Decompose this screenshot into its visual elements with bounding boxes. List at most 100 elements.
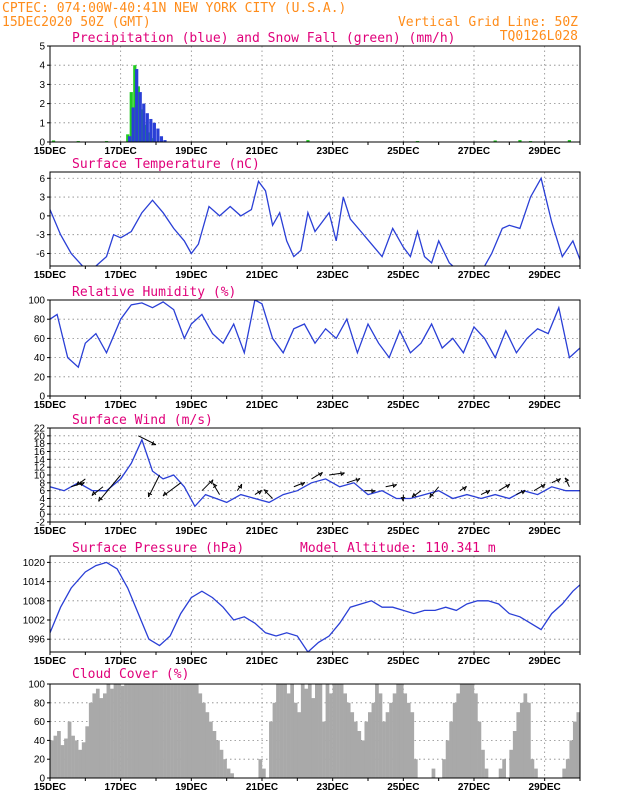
cloud-cover-bar (371, 702, 376, 778)
cloud-cover-bar (307, 684, 312, 778)
wind-ytick-label: 4 (39, 494, 45, 505)
temperature-xtick-label: 15DEC (34, 270, 66, 281)
wind-vector (346, 477, 361, 484)
header-model-code: TQ0126L028 (500, 29, 578, 44)
wind-vector (311, 471, 323, 480)
cloud-cover-bar (498, 768, 503, 778)
cloud-cover-bar (230, 773, 234, 778)
cloud-cover-bar (120, 685, 125, 778)
cloud-cover-bar (339, 684, 344, 778)
wind-vector-head (371, 488, 376, 494)
cloud-cover-bar (166, 684, 171, 778)
cloud-xtick-label: 15DEC (34, 782, 66, 793)
pressure-ytick-label: 1014 (23, 577, 46, 588)
cloud-cover-bar (562, 768, 567, 778)
cloud-cover-bar (368, 712, 372, 778)
wind-line (50, 438, 580, 508)
cloud-cover-bar (201, 702, 206, 778)
wind-ytick-label: 20 (34, 431, 46, 442)
cloud-cover-bar (113, 684, 118, 778)
cloud-cover-bar (187, 684, 192, 778)
wind-vector-head (556, 478, 561, 483)
humidity-xtick-label: 15DEC (34, 400, 66, 411)
precip-xtick-label: 19DEC (175, 146, 207, 157)
humidity-xtick-label: 17DEC (105, 400, 137, 411)
humidity-title: Relative Humidity (%) (72, 285, 236, 300)
pressure-ytick-label: 1020 (23, 558, 46, 569)
wind-vector (201, 479, 214, 492)
cloud-cover-bar (449, 721, 453, 778)
wind-vector (564, 477, 570, 487)
cloud-cover-bar (152, 684, 157, 778)
cloud-cover-bar (481, 749, 485, 778)
wind-vector (212, 483, 221, 495)
cloud-cover-bar (293, 702, 298, 778)
cloud-cover-bar (304, 688, 309, 778)
cloud-cover-bar (223, 759, 227, 778)
cloud-ytick-label: 80 (34, 698, 46, 709)
humidity-xtick-label: 27DEC (458, 400, 490, 411)
wind-vector (480, 489, 491, 496)
precip-xtick-label: 25DEC (387, 146, 419, 157)
cloud-cover-bar (392, 693, 397, 778)
wind-vector (533, 483, 546, 492)
wind-vector (76, 478, 86, 486)
wind-vector-head (340, 471, 345, 477)
cloud-cover-bar (286, 693, 291, 778)
wind-vector-head (400, 497, 406, 502)
cloud-ytick-label: 0 (39, 774, 45, 785)
pressure-panel: 996 1002 1008 1014 1020 15DEC 17DEC 19DEC 21DEC 2… (23, 555, 581, 667)
wind-vector-head (300, 481, 306, 487)
precipitation-bar (152, 122, 156, 142)
cloud-cover-bar (103, 693, 107, 778)
cloud-ytick-label: 100 (28, 680, 45, 691)
wind-vector-head (318, 472, 323, 477)
cloud-xtick-label: 29DEC (529, 782, 561, 793)
pressure-xtick-label: 17DEC (105, 656, 137, 667)
cloud-cover-bar (399, 684, 404, 778)
cloud-cover-bar (343, 693, 347, 778)
precipitation-bar (163, 140, 167, 142)
wind-vector-head (151, 441, 156, 446)
precip-ytick-label: 4 (39, 61, 45, 72)
cloud-cover-bar (385, 712, 390, 778)
snowfall-bar (140, 109, 144, 142)
cloud-cover-bar (572, 721, 577, 778)
cloud-cover-bar (92, 693, 97, 778)
cloud-cover-bar (329, 693, 333, 778)
cloud-cover-bar (71, 735, 75, 778)
wind-vector-head (257, 489, 262, 495)
cloud-cover-bar (198, 693, 203, 778)
snowfall-bar (143, 124, 147, 142)
cloud-cover-bar (325, 684, 330, 778)
pressure-title: Surface Pressure (hPa) (72, 541, 244, 556)
cloud-cover-bar (88, 702, 93, 778)
precipitation-bar (128, 136, 132, 142)
wind-vector-head (208, 479, 214, 485)
cloud-cover-bar (191, 684, 196, 778)
wind-vector-head (98, 496, 103, 502)
cloud-cover-bar (601, 769, 605, 778)
cloud-cover-bar (258, 759, 263, 778)
cloud-cover-bar (382, 721, 386, 778)
snowfall-bar (147, 132, 151, 142)
temperature-ytick-label: -6 (36, 249, 45, 260)
wind-vector-head (485, 489, 491, 495)
wind-vector (263, 489, 273, 499)
wind-vector-head (505, 483, 511, 489)
wind-xtick-label: 27DEC (458, 526, 490, 537)
cloud-cover-bar (78, 749, 82, 778)
cloud-cover-bar (332, 684, 337, 778)
temperature-xtick-label: 21DEC (246, 270, 278, 281)
precip-ytick-label: 0 (39, 138, 45, 149)
humidity-panel: 0 20 40 60 80 100 15DEC 17DEC 19DEC 21DEC 23DEC 25D… (28, 296, 581, 411)
cloud-cover-bar (173, 684, 178, 778)
cloud-cover-bar (219, 749, 224, 778)
wind-vector (329, 472, 345, 476)
wind-vector-head (429, 492, 434, 498)
pressure-line (50, 561, 580, 652)
pressure-xtick-label: 25DEC (387, 656, 419, 667)
cloud-ytick-label: 20 (34, 755, 46, 766)
cloud-cover-bar (591, 684, 595, 778)
